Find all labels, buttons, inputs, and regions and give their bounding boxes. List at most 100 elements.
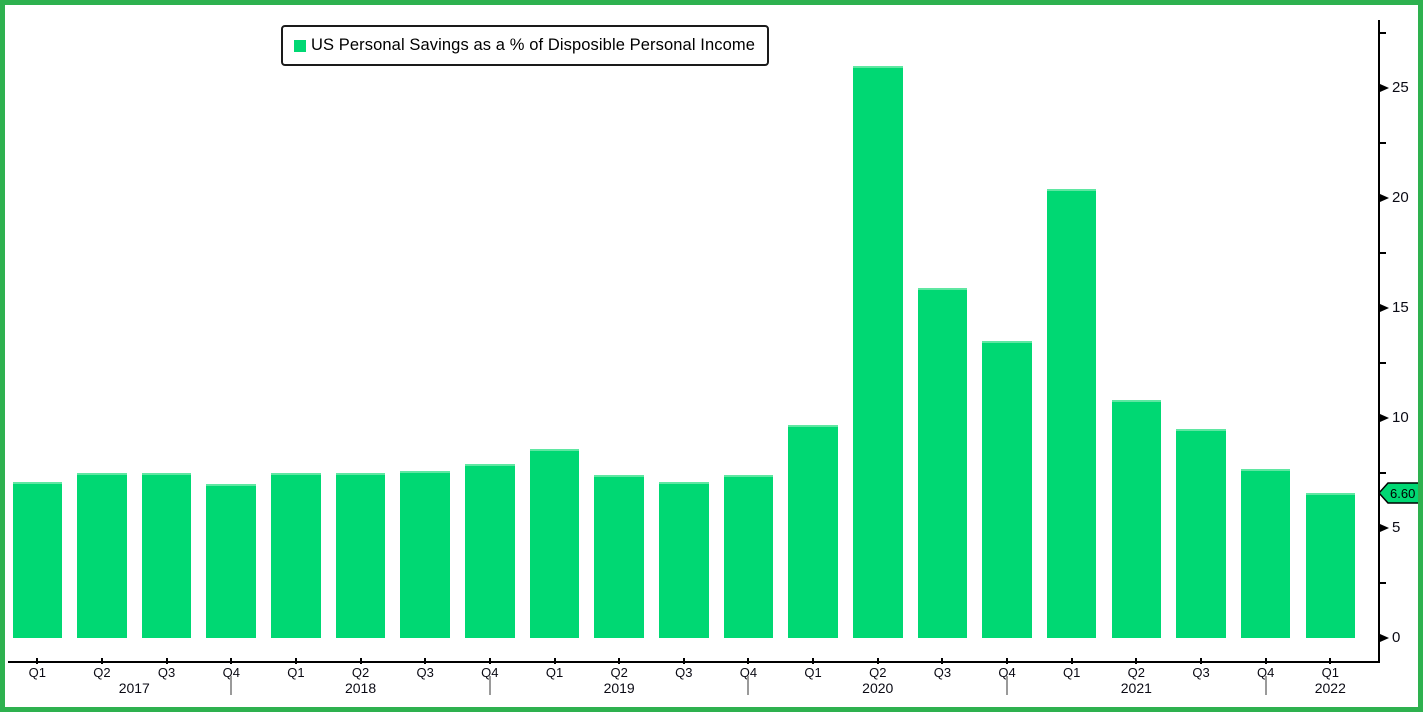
y-minor-tick [1380, 582, 1386, 584]
bar [1240, 468, 1291, 638]
x-tick [1006, 658, 1009, 664]
y-tick-label: 15 [1392, 299, 1409, 316]
bar [12, 481, 63, 638]
x-tick [359, 658, 362, 664]
bar [852, 66, 903, 638]
year-separator [747, 676, 750, 695]
year-label: 2021 [1120, 680, 1152, 696]
x-tick [876, 658, 879, 664]
x-tick [941, 658, 944, 664]
y-minor-tick [1380, 362, 1386, 364]
year-separator [1264, 676, 1267, 695]
x-quarter-label: Q1 [545, 665, 564, 680]
bar [917, 288, 968, 638]
y-tick-label: 25 [1392, 79, 1409, 96]
bar [723, 475, 774, 638]
bar [141, 473, 192, 638]
x-quarter-label: Q3 [675, 665, 693, 680]
x-tick [747, 658, 750, 664]
value-tag-text: 6.60 [1390, 486, 1415, 501]
year-separator [488, 676, 491, 695]
y-tick-label: 20 [1392, 189, 1409, 206]
bar [400, 470, 450, 638]
bar [982, 341, 1032, 638]
bar [77, 473, 127, 638]
x-tick [36, 658, 39, 664]
bar [788, 424, 838, 638]
y-tick-label: 5 [1392, 519, 1401, 536]
x-quarter-label: Q4 [998, 665, 1016, 680]
y-major-tick [1380, 414, 1389, 422]
year-label: 2018 [344, 680, 377, 696]
x-tick [424, 658, 427, 664]
x-tick [1264, 658, 1267, 664]
x-quarter-label: Q4 [222, 665, 240, 680]
bar [1176, 429, 1226, 638]
x-quarter-label: Q2 [93, 665, 111, 680]
x-quarter-label: Q1 [287, 665, 305, 680]
bar [594, 475, 644, 638]
x-quarter-label: Q1 [804, 665, 822, 680]
x-quarter-label: Q1 [28, 665, 46, 680]
x-tick [553, 658, 556, 664]
x-quarter-label: Q3 [416, 665, 434, 680]
bar [335, 473, 386, 638]
x-tick [488, 658, 491, 664]
legend-swatch-icon [294, 39, 306, 52]
x-tick [1070, 658, 1073, 664]
bar [271, 473, 321, 638]
year-label: 2019 [603, 680, 635, 696]
x-quarter-label: Q4 [1256, 665, 1275, 680]
bar [465, 464, 515, 638]
x-quarter-label: Q2 [610, 665, 628, 680]
x-quarter-label: Q1 [1321, 665, 1339, 680]
x-tick [294, 658, 297, 664]
x-quarter-label: Q3 [1192, 665, 1210, 680]
x-quarter-label: Q1 [1063, 665, 1081, 680]
year-label: 2017 [118, 680, 150, 696]
x-tick [230, 658, 233, 664]
year-separator [1006, 676, 1009, 695]
bar [529, 448, 580, 638]
x-tick [1200, 658, 1202, 664]
y-major-tick [1380, 634, 1389, 642]
x-quarter-label: Q3 [933, 665, 952, 680]
y-tick-label: 0 [1392, 629, 1401, 646]
bar [1305, 492, 1356, 638]
x-tick [812, 658, 815, 664]
x-tick [1135, 658, 1138, 664]
x-quarter-label: Q2 [869, 665, 887, 680]
x-tick [100, 658, 103, 664]
x-quarter-label: Q2 [351, 665, 370, 680]
y-major-tick [1380, 524, 1389, 532]
x-tick [682, 658, 685, 664]
y-major-tick [1380, 84, 1389, 92]
x-tick [618, 658, 621, 664]
legend-box: US Personal Savings as a % of Disposible… [281, 25, 769, 66]
y-minor-tick [1380, 32, 1386, 34]
year-label: 2022 [1314, 680, 1346, 696]
y-axis-line [1378, 20, 1380, 663]
y-tick-label: 10 [1392, 409, 1409, 426]
y-minor-tick [1380, 142, 1386, 144]
legend-label: US Personal Savings as a % of Disposible… [311, 36, 755, 54]
y-major-tick [1380, 304, 1389, 312]
bar [206, 484, 257, 638]
x-axis-line [8, 661, 1380, 663]
x-tick [1329, 658, 1332, 664]
y-minor-tick [1380, 472, 1386, 474]
year-separator [230, 676, 233, 695]
bar [1111, 400, 1162, 638]
x-quarter-label: Q4 [739, 665, 758, 680]
year-label: 2020 [862, 680, 894, 696]
bar [1046, 189, 1097, 638]
x-quarter-label: Q4 [481, 665, 499, 680]
value-tag-shape [1378, 482, 1423, 504]
x-quarter-label: Q3 [157, 665, 176, 680]
y-major-tick [1380, 194, 1389, 202]
x-tick [165, 658, 168, 664]
last-value-tag: 6.60 [1378, 482, 1423, 504]
y-minor-tick [1380, 252, 1386, 254]
x-quarter-label: Q2 [1127, 665, 1146, 680]
